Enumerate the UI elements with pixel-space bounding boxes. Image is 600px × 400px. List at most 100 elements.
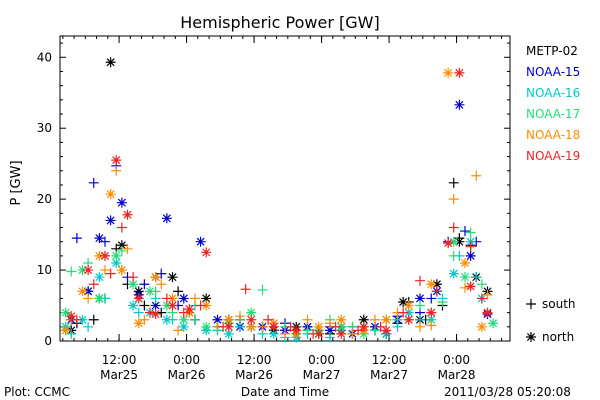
south-marker <box>190 293 200 304</box>
south-marker <box>128 272 139 283</box>
north-marker <box>381 314 392 325</box>
south-marker <box>431 286 442 297</box>
south-marker <box>263 314 274 325</box>
north-marker <box>223 314 234 325</box>
north-marker <box>100 250 110 261</box>
north-marker <box>488 318 499 329</box>
footer-credit: Plot: CCMC <box>4 385 70 399</box>
north-marker <box>60 307 71 318</box>
north-marker <box>83 265 94 276</box>
north-marker <box>116 240 127 251</box>
north-marker <box>150 272 161 283</box>
legend-entry: NOAA-16 <box>526 86 580 100</box>
south-marker <box>375 321 386 332</box>
south-marker <box>325 318 335 329</box>
south-marker <box>465 241 476 252</box>
south-marker <box>156 307 167 318</box>
north-marker <box>201 247 212 258</box>
north-marker <box>526 332 536 342</box>
south-marker <box>122 243 133 254</box>
x-tick-time-label: 0:00 <box>308 353 335 367</box>
south-marker <box>482 289 493 300</box>
north-marker <box>443 238 454 249</box>
y-axis-label: P [GW] <box>9 160 24 205</box>
south-marker <box>88 177 99 188</box>
north-marker <box>128 300 139 311</box>
north-marker <box>454 67 465 78</box>
north-marker <box>128 279 139 290</box>
south-marker <box>302 325 313 336</box>
chart-title: Hemispheric Power [GW] <box>180 13 379 32</box>
legend-entry: NOAA-17 <box>526 107 580 121</box>
north-marker <box>178 321 189 332</box>
south-marker <box>66 328 77 339</box>
north-marker <box>448 268 459 279</box>
x-tick-date-label: Mar26 <box>168 368 206 382</box>
south-marker <box>139 314 150 325</box>
south-marker <box>235 311 245 322</box>
north-marker <box>358 321 369 332</box>
south-marker <box>83 293 94 304</box>
north-marker <box>161 314 172 325</box>
x-tick-date-label: Mar27 <box>303 368 341 382</box>
south-marker <box>526 299 536 309</box>
legend-entry: NOAA-19 <box>526 149 580 163</box>
north-marker <box>268 321 279 332</box>
north-marker <box>336 321 347 332</box>
x-tick-date-label: Mar26 <box>235 368 273 382</box>
north-marker <box>426 307 437 318</box>
north-marker <box>77 265 88 276</box>
legend: METP-02 NOAA-15 NOAA-16 NOAA-17 NOAA-18 NOAA-… <box>526 44 580 344</box>
south-marker <box>426 320 437 331</box>
north-marker <box>145 286 155 297</box>
south-marker <box>353 325 364 336</box>
x-tick-time-label: 12:00 <box>102 353 137 367</box>
south-marker <box>448 194 459 205</box>
north-marker <box>460 257 470 268</box>
legend-entry: METP-02 <box>526 44 578 58</box>
south-marker <box>471 272 482 283</box>
north-marker <box>94 233 105 244</box>
south-marker <box>460 282 470 293</box>
north-marker <box>431 279 442 290</box>
footer-timestamp: 2011/03/28 05:20:08 <box>444 385 571 399</box>
x-axis-label: Date and Time <box>241 385 329 399</box>
north-marker <box>161 300 172 311</box>
south-marker <box>476 279 487 290</box>
north-marker <box>77 314 88 325</box>
south-marker <box>471 170 482 181</box>
north-marker <box>133 318 144 329</box>
south-marker <box>460 226 470 237</box>
north-marker <box>94 293 105 304</box>
north-marker <box>291 325 302 336</box>
south-marker <box>448 250 459 261</box>
north-marker <box>223 321 234 332</box>
north-marker <box>161 213 172 224</box>
north-marker <box>426 314 437 325</box>
y-tick-label: 30 <box>37 121 52 135</box>
south-marker <box>71 233 82 244</box>
north-marker <box>178 314 189 325</box>
south-marker <box>415 300 425 311</box>
north-marker <box>336 328 347 339</box>
north-marker <box>454 99 465 110</box>
x-tick-time-label: 0:00 <box>173 353 200 367</box>
north-marker <box>246 307 257 318</box>
y-tick-label: 0 <box>44 334 52 348</box>
north-marker <box>403 300 414 311</box>
north-marker <box>178 293 189 304</box>
north-marker <box>358 314 369 325</box>
x-tick-date-label: Mar27 <box>370 368 408 382</box>
south-marker <box>145 307 155 318</box>
south-marker <box>257 284 268 295</box>
south-marker <box>426 293 437 304</box>
y-tick-label: 20 <box>37 192 52 206</box>
north-marker <box>105 189 116 200</box>
south-marker <box>370 314 380 325</box>
north-marker <box>482 307 493 318</box>
south-marker <box>139 279 150 290</box>
south-marker <box>302 314 313 325</box>
north-marker <box>426 279 437 290</box>
south-marker <box>116 222 127 233</box>
